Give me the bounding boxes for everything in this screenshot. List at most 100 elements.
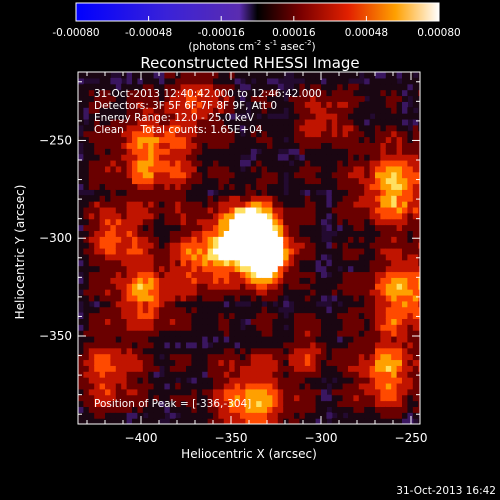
heatmap-cell xyxy=(418,195,420,202)
heatmap-cell xyxy=(250,236,257,243)
heatmap-cell xyxy=(245,118,252,126)
heatmap-cell xyxy=(391,271,398,278)
heatmap-cell xyxy=(288,230,295,237)
heatmap-cell xyxy=(331,418,338,424)
heatmap-cell xyxy=(218,365,225,372)
heatmap-cell xyxy=(353,400,360,407)
heatmap-cell xyxy=(277,230,284,237)
heatmap-cell xyxy=(299,412,306,419)
heatmap-cell xyxy=(288,124,295,132)
heatmap-cell xyxy=(348,271,354,278)
heatmap-cell xyxy=(245,83,252,91)
heatmap-cell xyxy=(337,283,344,290)
heatmap-cell xyxy=(83,365,90,372)
heatmap-cell xyxy=(191,183,198,190)
heatmap-cell xyxy=(218,201,225,208)
heatmap-cell xyxy=(310,189,317,196)
heatmap-cell xyxy=(396,154,403,161)
heatmap-cell xyxy=(331,160,338,167)
heatmap-cell xyxy=(229,165,236,173)
heatmap-cell xyxy=(169,154,176,161)
heatmap-cell xyxy=(288,206,295,214)
heatmap-cell xyxy=(277,195,284,202)
heatmap-cell xyxy=(126,330,133,337)
heatmap-cell xyxy=(267,89,273,97)
heatmap-cell xyxy=(234,136,241,143)
heatmap-cell xyxy=(240,72,246,79)
heatmap-cell xyxy=(240,283,246,290)
heatmap-cell xyxy=(294,83,300,91)
heatmap-cell xyxy=(277,289,284,296)
heatmap-cell xyxy=(207,148,214,155)
heatmap-cell xyxy=(164,259,171,267)
heatmap-cell xyxy=(186,183,192,190)
heatmap-cell xyxy=(83,107,90,114)
heatmap-cell xyxy=(375,377,381,384)
heatmap-cell xyxy=(137,148,144,155)
heatmap-cell xyxy=(380,289,387,296)
heatmap-cell xyxy=(385,142,392,149)
heatmap-cell xyxy=(402,107,408,114)
heatmap-cell xyxy=(121,95,128,102)
heatmap-cell xyxy=(234,330,241,337)
heatmap-cell xyxy=(331,259,338,267)
heatmap-cell xyxy=(115,406,122,413)
heatmap-cell xyxy=(121,83,128,91)
heatmap-cell xyxy=(310,406,317,413)
heatmap-cell xyxy=(169,347,176,355)
heatmap-cell xyxy=(137,101,144,108)
heatmap-cell xyxy=(250,382,257,390)
heatmap-cell xyxy=(412,353,419,361)
heatmap-cell xyxy=(240,306,246,314)
heatmap-cell xyxy=(153,101,160,108)
heatmap-cell xyxy=(169,142,176,149)
heatmap-cell xyxy=(261,177,268,185)
heatmap-cell xyxy=(202,72,209,79)
heatmap-cell xyxy=(250,242,257,249)
heatmap-cell xyxy=(110,118,117,126)
heatmap-cell xyxy=(348,418,354,424)
heatmap-cell xyxy=(153,289,160,296)
heatmap-cell xyxy=(396,183,403,190)
heatmap-cell xyxy=(234,218,241,226)
heatmap-cell xyxy=(348,154,354,161)
heatmap-cell xyxy=(288,347,295,355)
heatmap-cell xyxy=(191,124,198,132)
heatmap-cell xyxy=(283,412,290,419)
colorbar-tick-label: -0.00016 xyxy=(198,27,246,39)
heatmap-cell xyxy=(331,95,338,102)
heatmap-cell xyxy=(310,236,317,243)
heatmap-cell xyxy=(272,306,279,314)
heatmap-cell xyxy=(267,365,273,372)
heatmap-cell xyxy=(267,418,273,424)
heatmap-cell xyxy=(88,242,95,249)
heatmap-cell xyxy=(234,294,241,302)
heatmap-cell xyxy=(191,312,198,319)
heatmap-cell xyxy=(126,365,133,372)
heatmap-cell xyxy=(310,377,317,384)
heatmap-cell xyxy=(391,418,398,424)
heatmap-cell xyxy=(348,341,354,349)
heatmap-cell xyxy=(310,418,317,424)
heatmap-cell xyxy=(132,271,138,278)
heatmap-cell xyxy=(132,294,138,302)
heatmap-cell xyxy=(402,294,408,302)
heatmap-cell xyxy=(396,218,403,226)
heatmap-cell xyxy=(331,318,338,325)
heatmap-cell xyxy=(364,312,371,319)
heatmap-cell xyxy=(115,206,122,214)
heatmap-cell xyxy=(261,118,268,126)
heatmap-cell xyxy=(229,118,236,126)
heatmap-cell xyxy=(353,347,360,355)
heatmap-cell xyxy=(234,77,241,85)
heatmap-cell xyxy=(94,365,101,372)
heatmap-cell xyxy=(380,107,387,114)
heatmap-cell xyxy=(180,89,187,97)
heatmap-cell xyxy=(283,248,290,255)
heatmap-cell xyxy=(186,177,192,185)
heatmap-cell xyxy=(294,412,300,419)
heatmap-cell xyxy=(186,218,192,226)
heatmap-cell xyxy=(321,318,327,325)
heatmap-cell xyxy=(207,289,214,296)
heatmap-cell xyxy=(283,353,290,361)
